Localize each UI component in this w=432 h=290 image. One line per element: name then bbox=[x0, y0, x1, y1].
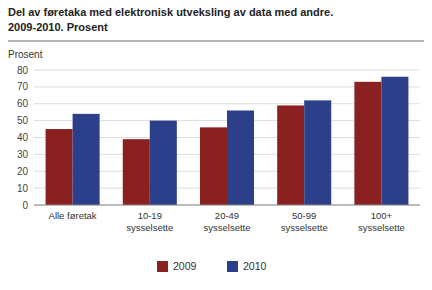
x-tick-label-line: sysselsette bbox=[281, 222, 328, 233]
bars bbox=[46, 77, 409, 205]
x-tick-label: 50-99sysselsette bbox=[281, 210, 328, 233]
bar bbox=[277, 105, 304, 205]
y-tick-label: 0 bbox=[22, 200, 28, 211]
bar bbox=[354, 82, 381, 205]
y-tick-label: 40 bbox=[17, 132, 29, 143]
x-tick-label: 10-19sysselsette bbox=[126, 210, 173, 233]
x-axis-line bbox=[34, 205, 420, 206]
x-tick-label-line: sysselsette bbox=[126, 222, 173, 233]
grid-line bbox=[34, 205, 420, 206]
y-tick-label: 80 bbox=[17, 65, 29, 76]
y-tick-label: 60 bbox=[17, 98, 29, 109]
bar bbox=[123, 139, 150, 205]
bar bbox=[227, 111, 254, 206]
legend-label: 2010 bbox=[243, 260, 267, 272]
grid bbox=[34, 70, 420, 205]
y-tick-label: 30 bbox=[17, 149, 29, 160]
x-tick-label-line: 10-19 bbox=[138, 210, 162, 221]
bar bbox=[73, 114, 100, 205]
y-axis-label: Prosent bbox=[8, 49, 43, 60]
x-tick-label-line: 50-99 bbox=[292, 210, 316, 221]
bar bbox=[304, 100, 331, 205]
x-tick-label-line: sysselsette bbox=[358, 222, 405, 233]
x-tick-label-line: 100+ bbox=[371, 210, 393, 221]
subtitle: 2009-2010. Prosent bbox=[8, 21, 108, 33]
y-tick-label: 70 bbox=[17, 81, 29, 92]
x-tick-label: 100+sysselsette bbox=[358, 210, 405, 233]
bar bbox=[150, 121, 177, 205]
legend-swatch bbox=[227, 261, 238, 272]
title-separator bbox=[8, 41, 424, 42]
bar bbox=[200, 127, 227, 205]
y-tick-label: 50 bbox=[17, 115, 29, 126]
legend-label: 2009 bbox=[173, 260, 197, 272]
y-tick-label: 10 bbox=[17, 183, 29, 194]
chart-svg: Del av føretaka med elektronisk utveksli… bbox=[0, 0, 432, 290]
x-tick-label-line: Alle føretak bbox=[49, 210, 97, 221]
x-tick-label-line: sysselsette bbox=[204, 222, 251, 233]
x-tick-label: Alle føretak bbox=[49, 210, 97, 221]
chart-container: Del av føretaka med elektronisk utveksli… bbox=[0, 0, 432, 290]
grid-line bbox=[34, 70, 420, 71]
y-tick-label: 20 bbox=[17, 166, 29, 177]
x-tick-label-line: 20-49 bbox=[215, 210, 239, 221]
bar bbox=[381, 77, 408, 205]
bar bbox=[46, 129, 73, 205]
title: Del av føretaka med elektronisk utveksli… bbox=[8, 6, 333, 18]
legend: 2009 2010 bbox=[157, 260, 267, 272]
x-tick-label: 20-49sysselsette bbox=[204, 210, 251, 233]
legend-swatch bbox=[157, 261, 168, 272]
